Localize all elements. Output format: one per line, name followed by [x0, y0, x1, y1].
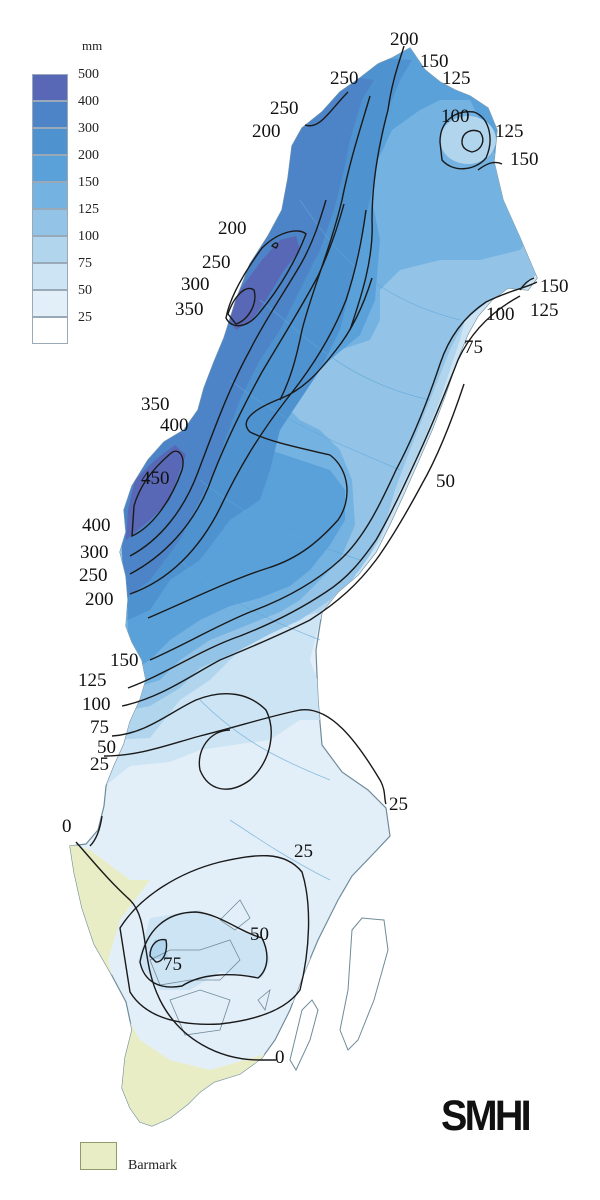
bare-ground-swatch [80, 1142, 117, 1170]
legend-label: 300 [78, 121, 99, 136]
smhi-logo: SMHI [441, 1092, 532, 1140]
contour-label: 75 [464, 337, 483, 358]
band-400 [126, 445, 186, 540]
legend-label: 500 [78, 67, 99, 82]
band-south-50 [138, 910, 270, 990]
legend-unit: mm [82, 38, 103, 53]
rivers [179, 199, 461, 881]
band-south-75 [148, 938, 168, 960]
contour-label: 25 [90, 754, 109, 775]
contour-label: 75 [90, 717, 109, 738]
legend-label: 100 [78, 229, 99, 244]
contour-label: 150 [420, 51, 449, 72]
contour-label: 350 [175, 299, 204, 320]
contour-label: 150 [510, 149, 539, 170]
legend-swatch [32, 290, 68, 317]
contour-lines [75, 45, 538, 1061]
oland-island [289, 999, 319, 1072]
contour-label: 200 [252, 121, 281, 142]
contour-label: 250 [270, 98, 299, 119]
contour-label: 300 [181, 274, 210, 295]
legend-swatch [32, 155, 68, 182]
contour-label: 75 [163, 954, 182, 975]
legend-swatch [32, 182, 68, 209]
contour-label: 250 [330, 68, 359, 89]
contour-label: 400 [160, 415, 189, 436]
legend-label: 50 [78, 283, 92, 298]
contour-label: 25 [389, 794, 408, 815]
contour-label: 200 [390, 29, 419, 50]
contour-label: 50 [436, 471, 455, 492]
band-400-north [226, 236, 300, 330]
contour-label: 200 [218, 218, 247, 239]
contour-label: 250 [79, 565, 108, 586]
legend-label: 400 [78, 94, 99, 109]
legend-swatch [32, 236, 68, 263]
contour-label: 125 [495, 121, 524, 142]
contour-label: 125 [442, 68, 471, 89]
contour-label: 250 [202, 252, 231, 273]
contour-label: 100 [486, 304, 515, 325]
contour-label: 25 [294, 841, 313, 862]
contour-label: 450 [141, 468, 170, 489]
contour-label: 350 [141, 394, 170, 415]
contour-label: 200 [85, 589, 114, 610]
legend-label: 75 [78, 256, 92, 271]
legend-label: 125 [78, 202, 99, 217]
contour-label: 50 [250, 924, 269, 945]
contour-label: 150 [110, 650, 139, 671]
gotland-island [339, 917, 389, 1051]
contour-label: 150 [540, 276, 569, 297]
contour-label: 100 [82, 694, 111, 715]
contour-label: 125 [530, 300, 559, 321]
band-100-ne [440, 116, 496, 164]
legend-swatch [32, 101, 68, 128]
legend-swatch [32, 209, 68, 236]
legend-label: 200 [78, 148, 99, 163]
legend-label: 150 [78, 175, 99, 190]
contour-label: 100 [441, 106, 470, 127]
legend-swatch [32, 128, 68, 155]
contour-label: 125 [78, 670, 107, 691]
contour-label: 400 [82, 515, 111, 536]
legend-label: 25 [78, 310, 92, 325]
contour-label: 300 [80, 542, 109, 563]
legend-swatch [32, 74, 68, 101]
contour-label: 0 [275, 1047, 285, 1068]
contour-label: 50 [97, 737, 116, 758]
legend-swatch [32, 263, 68, 290]
bare-ground-label: Barmark [128, 1158, 177, 1173]
legend-swatch [32, 317, 68, 344]
lakes [149, 899, 271, 1036]
contour-labels: 200 150 125 250 100 125 250 150 200 200 … [62, 29, 569, 1068]
contour-label: 0 [62, 816, 72, 837]
snow-depth-bands [70, 48, 537, 1126]
